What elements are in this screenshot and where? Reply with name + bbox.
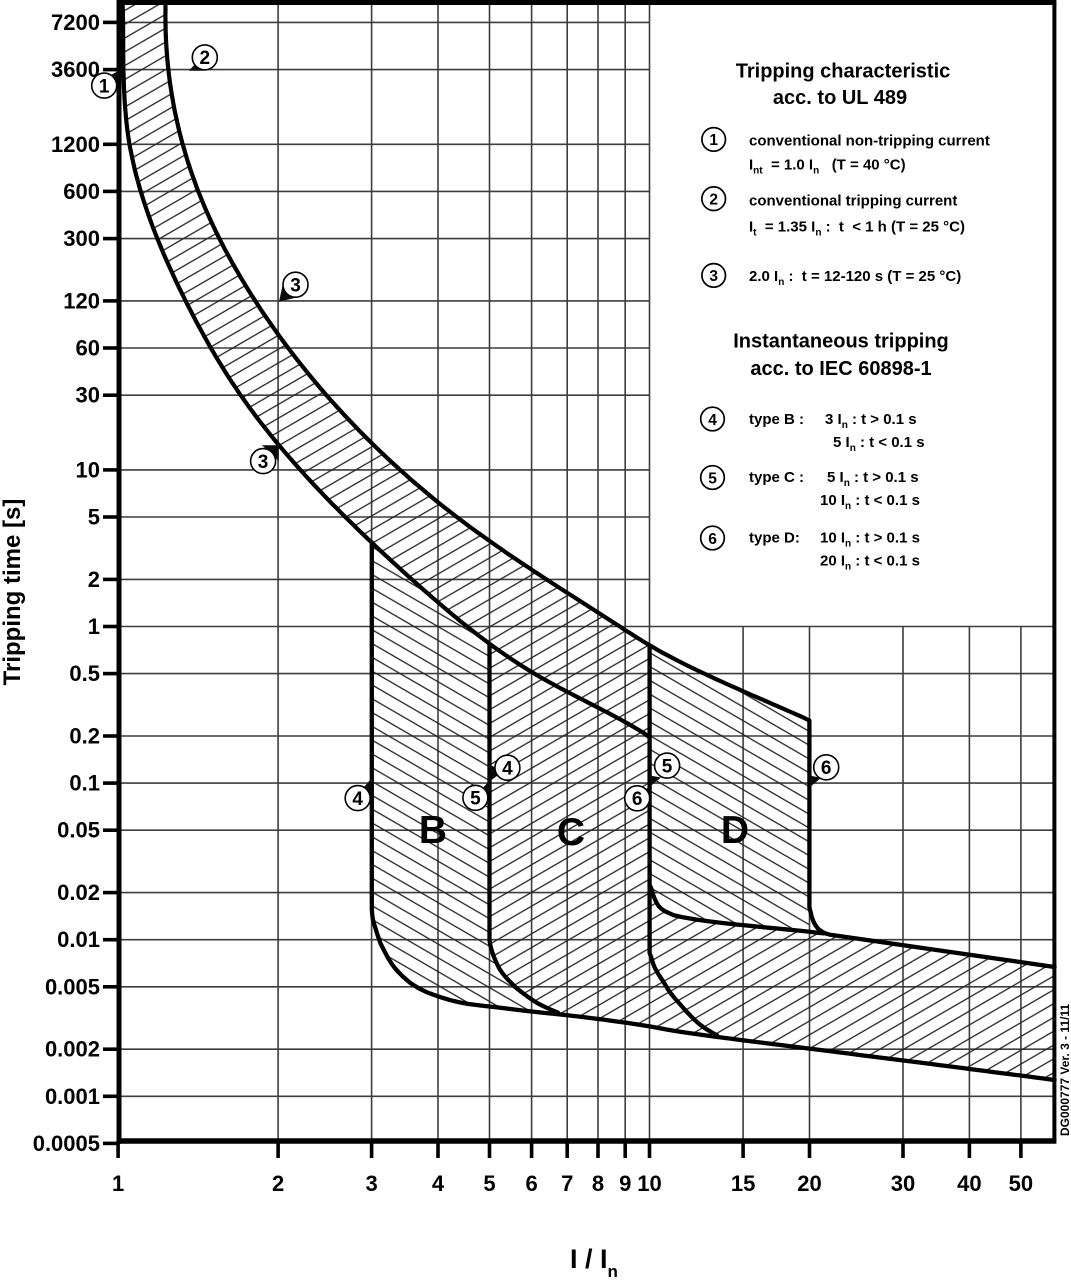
svg-text:0.002: 0.002 — [45, 1037, 100, 1062]
svg-text:0.05: 0.05 — [57, 818, 100, 843]
svg-text:0.005: 0.005 — [45, 974, 100, 999]
svg-text:I / In: I / In — [570, 1244, 618, 1280]
svg-text:type D:10 In : t > 0.1 s: type D: 10 In : t > 0.1 s — [749, 530, 920, 550]
svg-text:0.2: 0.2 — [69, 724, 100, 749]
svg-text:0.01: 0.01 — [57, 927, 100, 952]
svg-text:3: 3 — [365, 1171, 377, 1196]
svg-text:5: 5 — [483, 1171, 495, 1196]
svg-text:3600: 3600 — [51, 57, 100, 82]
svg-text:acc. to IEC 60898-1: acc. to IEC 60898-1 — [750, 358, 931, 380]
svg-text:600: 600 — [63, 179, 100, 204]
svg-text:5: 5 — [88, 505, 100, 530]
svg-text:1: 1 — [112, 1171, 124, 1196]
svg-text:6: 6 — [632, 789, 643, 810]
svg-text:60: 60 — [76, 336, 100, 361]
svg-text:B: B — [419, 809, 447, 852]
svg-text:120: 120 — [63, 288, 100, 313]
svg-text:4: 4 — [502, 759, 513, 780]
svg-text:C: C — [557, 811, 585, 854]
svg-text:2: 2 — [272, 1171, 284, 1196]
svg-text:DG000777 Ver. 3 - 11/11: DG000777 Ver. 3 - 11/11 — [1058, 1004, 1071, 1136]
svg-text:30: 30 — [891, 1171, 915, 1196]
svg-text:1: 1 — [99, 76, 110, 97]
svg-text:10: 10 — [637, 1171, 661, 1196]
svg-text:Tripping time [s]: Tripping time [s] — [0, 499, 26, 686]
svg-text:0.02: 0.02 — [57, 880, 100, 905]
svg-text:15: 15 — [731, 1171, 755, 1196]
svg-text:30: 30 — [76, 383, 100, 408]
svg-text:8: 8 — [592, 1171, 604, 1196]
svg-text:type B :3 In : t > 0.1 s: type B :3 In : t > 0.1 s — [749, 411, 917, 431]
svg-text:7: 7 — [561, 1171, 573, 1196]
svg-text:It = 1.35 In : t < 1 h (T =: It = 1.35 In : t < 1 h (T = 25 °C) — [749, 218, 965, 238]
svg-text:1: 1 — [709, 132, 718, 149]
svg-text:0.5: 0.5 — [69, 661, 100, 686]
svg-text:5: 5 — [470, 789, 481, 810]
svg-text:0.001: 0.001 — [45, 1084, 100, 1109]
svg-text:3: 3 — [709, 268, 718, 285]
svg-text:300: 300 — [63, 226, 100, 251]
svg-text:3: 3 — [258, 452, 269, 473]
svg-text:0.1: 0.1 — [69, 771, 100, 796]
svg-text:Instantaneous tripping: Instantaneous tripping — [733, 331, 949, 353]
svg-text:9: 9 — [619, 1171, 631, 1196]
svg-text:2: 2 — [200, 48, 211, 69]
svg-text:5: 5 — [662, 756, 673, 777]
svg-text:6: 6 — [821, 758, 832, 779]
svg-text:4: 4 — [708, 412, 717, 429]
svg-text:type C :5 In : t > 0.1 s: type C :5 In : t > 0.1 s — [749, 469, 919, 489]
svg-text:10 In : t < 0.1 s: 10 In : t < 0.1 s — [820, 492, 920, 512]
svg-text:D: D — [721, 809, 749, 852]
svg-text:Tripping characteristic: Tripping characteristic — [736, 61, 951, 83]
svg-text:5: 5 — [708, 470, 717, 487]
svg-text:1200: 1200 — [51, 132, 100, 157]
svg-text:conventional tripping current: conventional tripping current — [749, 192, 957, 209]
svg-text:7200: 7200 — [51, 10, 100, 35]
svg-text:Int = 1.0 In (T = 40 °C): Int = 1.0 In (T = 40 °C) — [749, 157, 906, 177]
svg-text:acc. to UL 489: acc. to UL 489 — [773, 87, 907, 109]
svg-text:50: 50 — [1009, 1171, 1033, 1196]
svg-text:2: 2 — [88, 567, 100, 592]
svg-text:3: 3 — [290, 276, 301, 297]
svg-text:20: 20 — [797, 1171, 821, 1196]
svg-text:6: 6 — [708, 531, 717, 548]
svg-text:2: 2 — [709, 192, 718, 209]
svg-text:0.0005: 0.0005 — [33, 1131, 100, 1156]
svg-text:1: 1 — [88, 614, 100, 639]
svg-text:2.0 In : t = 12-120 s (T = 25: 2.0 In : t = 12-120 s (T = 25 °C) — [749, 268, 961, 288]
svg-text:10: 10 — [76, 457, 100, 482]
svg-text:5 In : t < 0.1 s: 5 In : t < 0.1 s — [833, 434, 925, 454]
svg-text:conventional non-tripping curr: conventional non-tripping current — [749, 133, 990, 150]
svg-text:4: 4 — [432, 1171, 445, 1196]
svg-text:20 In : t < 0.1 s: 20 In : t < 0.1 s — [820, 553, 920, 573]
svg-text:4: 4 — [352, 789, 363, 810]
svg-text:6: 6 — [525, 1171, 537, 1196]
svg-text:40: 40 — [957, 1171, 981, 1196]
